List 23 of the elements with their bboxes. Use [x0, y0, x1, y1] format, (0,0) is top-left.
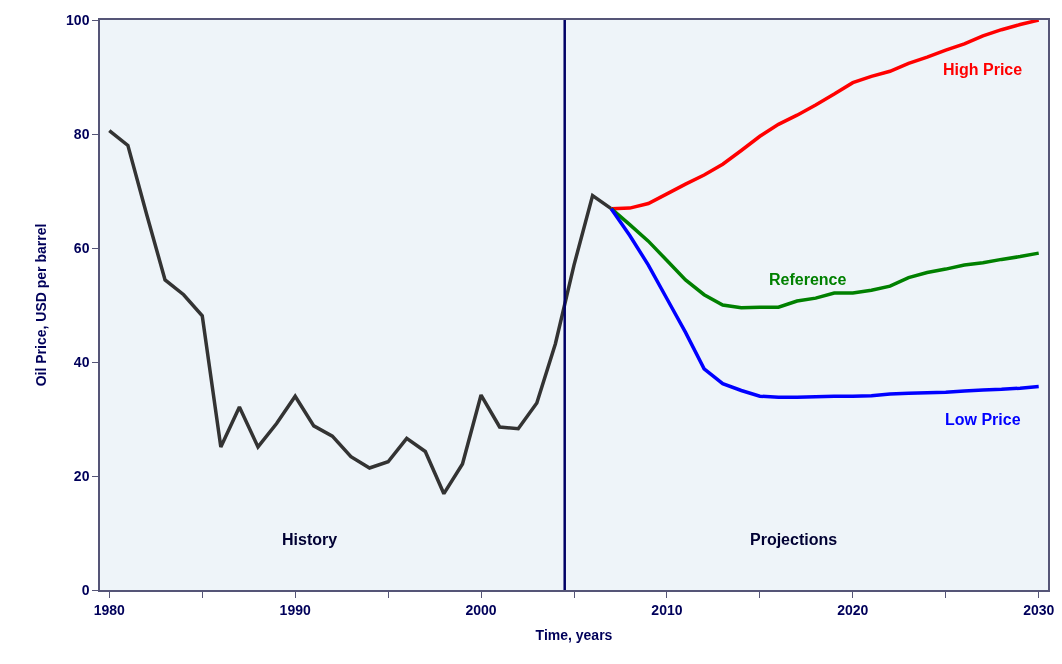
y-axis-title: Oil Price, USD per barrel	[33, 223, 50, 387]
y-tick-label: 20	[73, 467, 90, 484]
y-tick-label: 0	[81, 581, 90, 598]
y-tick-label: 60	[73, 239, 90, 256]
x-tick-label: 1980	[93, 601, 126, 618]
line-series	[107, 128, 613, 496]
y-tick-label: 100	[66, 11, 90, 28]
line-series	[609, 206, 1041, 310]
x-tick-label: 2010	[651, 601, 683, 618]
x-tick-label: 2000	[465, 601, 497, 618]
x-tick-label: 2030	[1023, 601, 1055, 618]
line-series	[609, 20, 1041, 211]
y-tick-label: 40	[73, 353, 90, 370]
x-axis-title: Time, years	[535, 627, 613, 644]
annotation: History	[282, 531, 338, 548]
x-tick-label: 2020	[837, 601, 869, 618]
series-label: Reference	[769, 271, 847, 288]
series-label: High Price	[943, 61, 1023, 78]
annotation: Projections	[750, 531, 838, 548]
line-series	[609, 206, 1041, 400]
x-tick-label: 1990	[279, 601, 311, 618]
y-tick-label: 80	[73, 125, 90, 142]
series-label: Low Price	[945, 411, 1021, 428]
